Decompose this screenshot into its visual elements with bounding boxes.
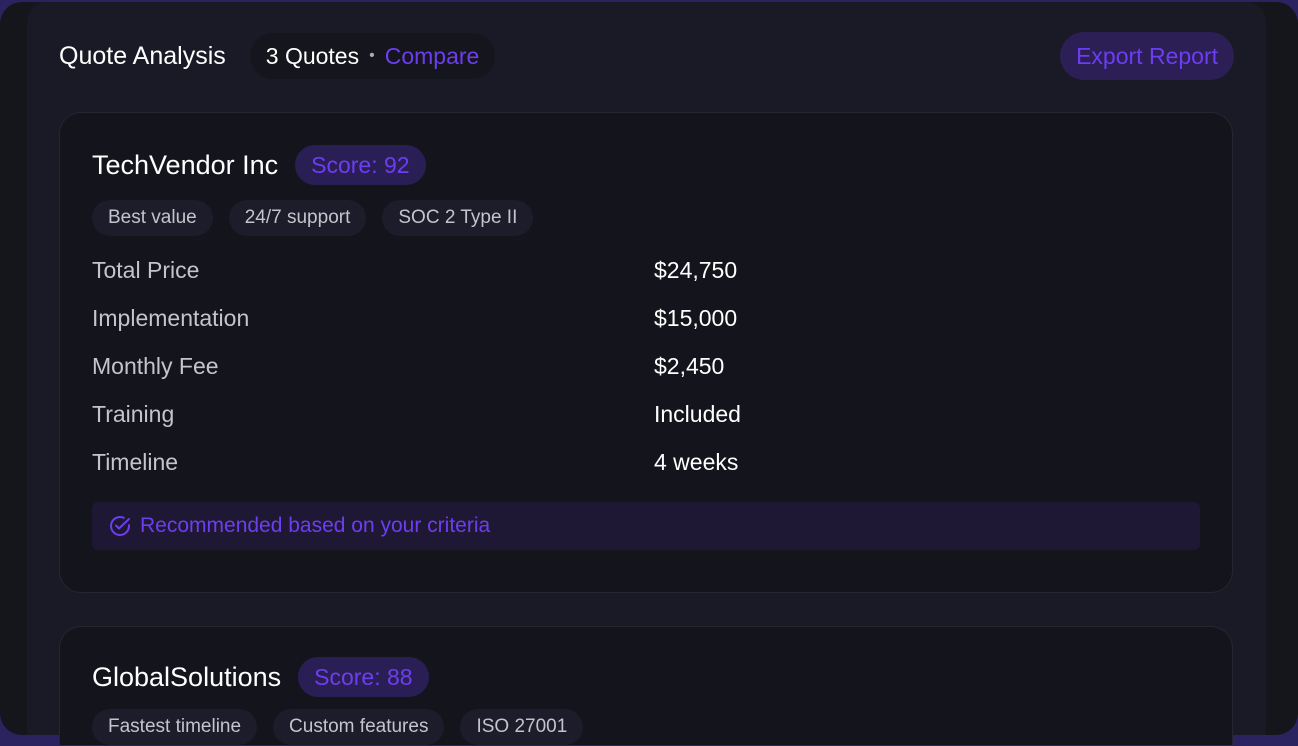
tag: Fastest timeline (92, 709, 258, 745)
separator-dot: • (369, 47, 375, 64)
detail-value: $15,000 (654, 304, 738, 331)
quote-card: TechVendor Inc Score: 92 Best value 24/7… (59, 112, 1233, 593)
detail-label: Monthly Fee (92, 352, 219, 379)
tag: Custom features (273, 709, 445, 745)
detail-row: Total Price $24,750 (92, 246, 1200, 294)
detail-label: Implementation (92, 304, 250, 331)
header: Quote Analysis 3 Quotes • Compare Export… (59, 32, 1234, 80)
tag: SOC 2 Type II (382, 200, 534, 236)
compare-link[interactable]: Compare (384, 42, 480, 69)
page-title: Quote Analysis (59, 41, 226, 70)
recommendation-text: Recommended based on your criteria (140, 514, 491, 537)
detail-label: Training (92, 400, 175, 427)
detail-value: $24,750 (654, 256, 738, 283)
vendor-name: GlobalSolutions (92, 661, 282, 692)
export-report-button[interactable]: Export Report (1060, 32, 1234, 80)
score-badge: Score: 92 (295, 145, 426, 185)
score-badge: Score: 88 (298, 657, 429, 697)
detail-label: Timeline (92, 448, 179, 475)
detail-row: Timeline 4 weeks (92, 438, 1200, 486)
quote-card: GlobalSolutions Score: 88 Fastest timeli… (59, 626, 1233, 745)
detail-value: $2,450 (654, 352, 725, 379)
tag: 24/7 support (228, 200, 367, 236)
tag: Best value (92, 200, 213, 236)
detail-value: Included (654, 400, 741, 427)
detail-row: Training Included (92, 390, 1200, 438)
detail-row: Implementation $15,000 (92, 294, 1200, 342)
quote-analysis-panel: Quote Analysis 3 Quotes • Compare Export… (27, 2, 1266, 745)
recommendation-banner: Recommended based on your criteria (92, 502, 1200, 550)
check-circle-icon (110, 516, 130, 536)
quote-count: 3 Quotes (265, 42, 360, 69)
detail-value: 4 weeks (654, 448, 739, 475)
detail-row: Monthly Fee $2,450 (92, 342, 1200, 390)
detail-label: Total Price (92, 256, 200, 283)
quote-count-pill: 3 Quotes • Compare (249, 33, 496, 79)
tag: ISO 27001 (460, 709, 584, 745)
vendor-name: TechVendor Inc (92, 149, 279, 180)
